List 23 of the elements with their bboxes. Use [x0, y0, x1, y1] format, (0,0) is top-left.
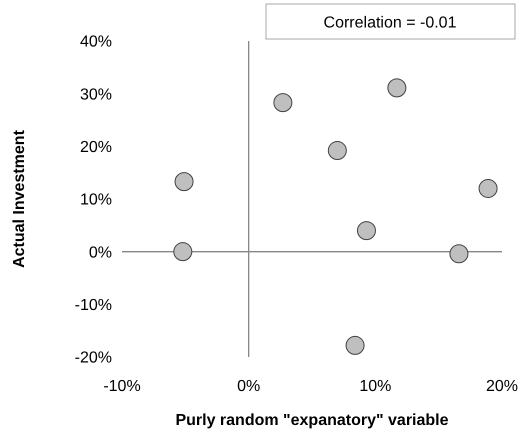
y-tick-label: 30% [80, 86, 112, 104]
y-tick-label: 40% [80, 34, 112, 51]
point [449, 244, 468, 264]
y-axis-title: Actual Investment [11, 129, 28, 268]
point [174, 172, 194, 192]
point [328, 141, 347, 160]
x-tick-label: 0% [237, 378, 260, 395]
point [478, 178, 498, 198]
point [346, 336, 365, 355]
point [273, 93, 292, 112]
point [387, 78, 406, 98]
x-tick-label: -10% [103, 378, 141, 395]
text: Correlation = -0.01 [324, 14, 457, 32]
y-tick-label: 0% [88, 244, 112, 262]
y-tick-label: -20% [74, 350, 112, 367]
point [356, 221, 376, 240]
y-tick-label: 10% [80, 192, 112, 209]
y-tick-label: -10% [74, 296, 112, 314]
x-axis-title: Purly random "expanatory" variable [175, 412, 449, 429]
x-tick-label: 20% [486, 378, 518, 395]
y-tick-label: 20% [80, 138, 112, 156]
x-tick-label: 10% [359, 378, 392, 395]
point [173, 242, 192, 262]
